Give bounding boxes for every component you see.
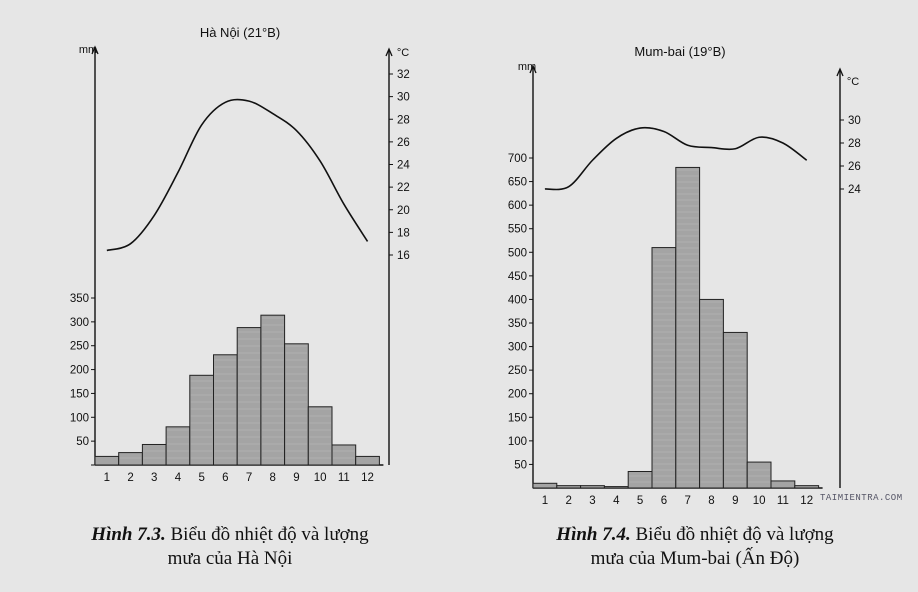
mumbai-bar [746,461,772,489]
mumbai-bar [627,471,653,489]
hanoi-bar [331,444,357,466]
mumbai-precip-arrow [529,64,537,74]
hanoi-precip-tick-label: 200 [70,365,89,377]
mumbai-bar [532,482,558,489]
mumbai-month-label: 12 [800,495,813,507]
mumbai-temp-unit: °C [847,76,859,88]
hanoi-precip-tick-label: 350 [70,293,89,305]
mumbai-month-label: 3 [589,495,595,507]
hanoi-temp-tick-label: 24 [397,160,410,172]
hanoi-temp-tick-label: 18 [397,227,410,239]
hanoi-bar [355,455,380,466]
mumbai-month-label: 8 [708,495,714,507]
mumbai-month-label: 10 [753,495,766,507]
mumbai-month-label: 4 [613,495,620,507]
hanoi-precip-tick-label: 150 [70,388,89,400]
hanoi-month-label: 11 [338,472,350,484]
mumbai-temp-tick-label: 28 [848,138,861,150]
caption-hanoi-text: Biểu đồ nhiệt độ và lượng [165,524,369,545]
hanoi-month-label: 7 [246,472,252,484]
mumbai-temp-tick-label: 30 [848,115,861,127]
mumbai-precip-tick-label: 700 [508,153,527,165]
mumbai-precip-tick-label: 350 [508,318,527,330]
caption-mumbai-line2: mưa của Mum-bai (Ấn Độ) [590,548,800,569]
hanoi-month-label: 1 [104,472,110,484]
mumbai-bar [603,486,629,489]
hanoi-temp-tick-label: 20 [397,205,410,217]
mumbai-precip-tick-label: 650 [508,177,527,189]
mumbai-month-label: 11 [777,495,789,507]
hanoi-temp-tick-label: 30 [397,92,410,104]
hanoi-title: Hà Nội (21°B) [200,25,280,40]
hanoi-month-label: 4 [175,472,182,484]
mumbai-temp-tick-label: 24 [848,184,861,196]
mumbai-precip-tick-label: 550 [508,224,527,236]
caption-mumbai: Hình 7.4. Biểu đồ nhiệt độ và lượng mưa … [490,523,900,571]
caption-mumbai-lead: Hình 7.4. [556,524,631,545]
hanoi-temp-tick-label: 28 [397,114,410,126]
mumbai-month-label: 2 [565,495,571,507]
hanoi-bar [307,406,333,466]
hanoi-temp-tick-label: 16 [397,250,410,262]
hanoi-precip-tick-label: 50 [76,436,89,448]
mumbai-precip-tick-label: 300 [508,342,527,354]
hanoi-temp-tick-label: 32 [397,69,410,81]
hanoi-month-label: 9 [293,472,299,484]
hanoi-temp-arrow [385,47,393,57]
mumbai-precip-tick-label: 200 [508,389,527,401]
mumbai-month-label: 9 [732,495,738,507]
hanoi-precip-tick-label: 100 [70,412,89,424]
mumbai-month-label: 7 [684,495,690,507]
caption-hanoi-line2: mưa của Hà Nội [167,548,293,569]
mumbai-bar [770,480,796,489]
hanoi-temp-tick-label: 22 [397,182,410,194]
mumbai-month-label: 6 [661,495,667,507]
hanoi-month-label: 3 [151,472,157,484]
hanoi-month-label: 10 [314,472,327,484]
mumbai-precip-tick-label: 50 [514,459,527,471]
mumbai-temp-arrow [836,67,844,77]
hanoi-precip-arrow [91,45,99,55]
mumbai-temp-tick-label: 26 [848,161,861,173]
hanoi-temp-tick-label: 26 [397,137,410,149]
caption-hanoi-lead: Hình 7.3. [91,524,166,545]
watermark: TAIMIENTRA.COM [820,493,903,503]
hanoi-month-label: 2 [127,472,133,484]
mumbai-bar [556,485,582,489]
mumbai-temp-line [544,126,808,191]
hanoi-month-label: 12 [361,472,374,484]
mumbai-bar [699,298,724,489]
hanoi-precip-tick-label: 300 [70,317,89,329]
hanoi-precip-tick-label: 250 [70,341,89,353]
mumbai-title: Mum-bai (19°B) [634,44,725,59]
mumbai-precip-tick-label: 150 [508,412,527,424]
mumbai-precip-tick-label: 100 [508,436,527,448]
mumbai-precip-tick-label: 450 [508,271,527,283]
mumbai-precip-tick-label: 600 [508,200,527,212]
hanoi-temp-unit: °C [397,47,409,59]
hanoi-month-label: 5 [198,472,204,484]
caption-mumbai-text: Biểu đồ nhiệt độ và lượng [630,524,834,545]
mumbai-month-label: 1 [542,495,548,507]
hanoi-temp-line [106,98,369,252]
mumbai-bar [580,485,605,489]
mumbai-precip-tick-label: 250 [508,365,527,377]
hanoi-month-label: 6 [222,472,228,484]
caption-hanoi: Hình 7.3. Biểu đồ nhiệt độ và lượng mưa … [20,523,440,571]
mumbai-bar [794,485,820,489]
mumbai-precip-tick-label: 400 [508,294,527,306]
hanoi-month-label: 8 [270,472,276,484]
mumbai-precip-tick-label: 500 [508,247,527,259]
mumbai-month-label: 5 [637,495,643,507]
